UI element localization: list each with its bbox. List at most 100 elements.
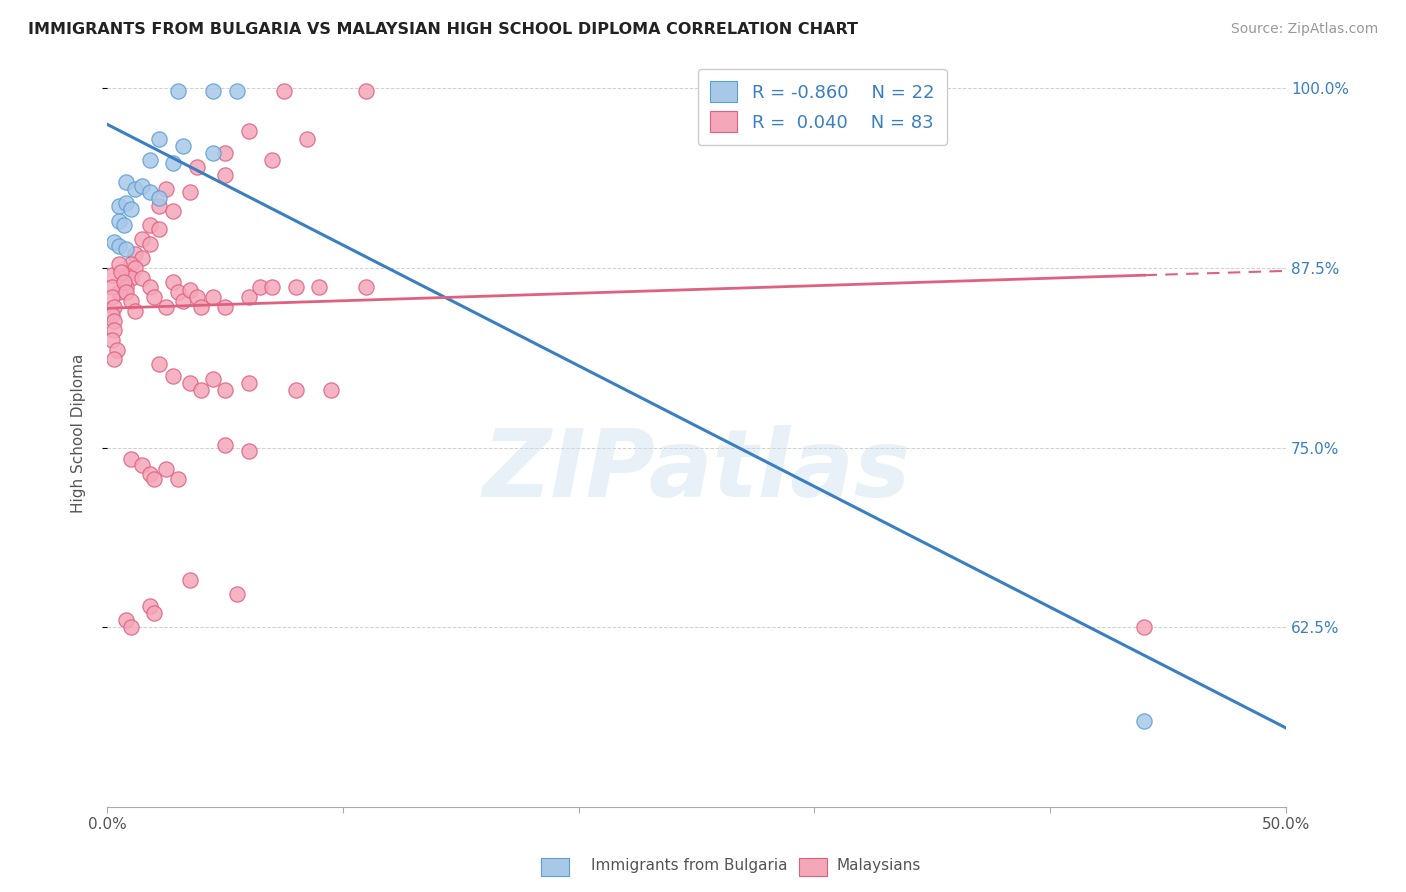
Point: [190, 383, 212, 397]
Point: [112, 276, 135, 290]
Point: [112, 218, 135, 232]
Point: [155, 182, 177, 196]
Point: [115, 279, 138, 293]
Point: [179, 185, 201, 199]
Point: [202, 146, 225, 161]
Point: [115, 268, 138, 283]
Point: [101, 333, 124, 347]
Point: [172, 138, 194, 153]
Point: [103, 351, 125, 366]
Point: [138, 218, 160, 232]
Point: [179, 283, 201, 297]
Y-axis label: High School Diploma: High School Diploma: [72, 353, 86, 513]
Point: [115, 613, 138, 627]
Point: [166, 285, 188, 300]
Point: [238, 443, 260, 458]
Point: [214, 383, 236, 397]
Point: [124, 304, 146, 318]
Point: [186, 161, 208, 175]
Point: [143, 472, 166, 486]
Text: ZIPatlas: ZIPatlas: [482, 425, 911, 516]
Point: [284, 279, 307, 293]
Point: [138, 279, 160, 293]
Point: [120, 620, 142, 634]
Point: [101, 309, 124, 323]
Point: [148, 199, 170, 213]
Point: [238, 290, 260, 304]
Point: [103, 314, 125, 328]
Point: [108, 213, 131, 227]
Point: [225, 587, 247, 601]
Point: [214, 146, 236, 161]
Point: [143, 290, 166, 304]
Point: [103, 323, 125, 337]
Point: [108, 285, 131, 300]
Point: [120, 202, 142, 216]
Point: [120, 257, 142, 271]
Point: [124, 260, 146, 275]
Point: [1133, 620, 1156, 634]
Point: [214, 438, 236, 452]
Point: [115, 196, 138, 211]
Point: [115, 243, 138, 257]
Point: [131, 271, 153, 285]
Point: [138, 185, 160, 199]
Point: [214, 168, 236, 182]
Point: [148, 222, 170, 236]
Point: [103, 300, 125, 314]
Point: [308, 279, 330, 293]
Point: [120, 294, 142, 309]
Text: Source: ZipAtlas.com: Source: ZipAtlas.com: [1230, 22, 1378, 37]
Point: [319, 383, 342, 397]
Point: [202, 84, 225, 98]
Point: [110, 265, 132, 279]
Point: [138, 599, 160, 613]
Point: [186, 290, 208, 304]
Point: [120, 271, 142, 285]
Text: Malaysians: Malaysians: [837, 858, 921, 872]
Point: [262, 279, 284, 293]
Point: [138, 236, 160, 251]
Point: [356, 84, 378, 98]
Point: [172, 294, 194, 309]
Point: [202, 290, 225, 304]
Point: [225, 84, 247, 98]
Point: [101, 268, 124, 283]
Point: [131, 232, 153, 246]
Point: [166, 472, 188, 486]
Text: IMMIGRANTS FROM BULGARIA VS MALAYSIAN HIGH SCHOOL DIPLOMA CORRELATION CHART: IMMIGRANTS FROM BULGARIA VS MALAYSIAN HI…: [28, 22, 858, 37]
Point: [120, 452, 142, 467]
Point: [124, 182, 146, 196]
Point: [179, 376, 201, 390]
Point: [273, 84, 295, 98]
Point: [238, 376, 260, 390]
Point: [101, 279, 124, 293]
Point: [262, 153, 284, 168]
Point: [124, 246, 146, 260]
Point: [115, 175, 138, 189]
Point: [162, 156, 184, 170]
Point: [202, 372, 225, 386]
Point: [297, 131, 319, 145]
Text: Immigrants from Bulgaria: Immigrants from Bulgaria: [591, 858, 787, 872]
Point: [148, 191, 170, 205]
Point: [238, 124, 260, 138]
Point: [143, 606, 166, 620]
Point: [155, 462, 177, 476]
Point: [162, 368, 184, 383]
Point: [138, 153, 160, 168]
Point: [148, 131, 170, 145]
Point: [115, 285, 138, 300]
Point: [155, 300, 177, 314]
Point: [162, 203, 184, 218]
Point: [190, 300, 212, 314]
Point: [108, 199, 131, 213]
Point: [1133, 714, 1156, 728]
Point: [103, 235, 125, 249]
Point: [105, 343, 128, 357]
Point: [179, 573, 201, 587]
Point: [131, 179, 153, 194]
Point: [284, 383, 307, 397]
Point: [108, 257, 131, 271]
Point: [162, 276, 184, 290]
